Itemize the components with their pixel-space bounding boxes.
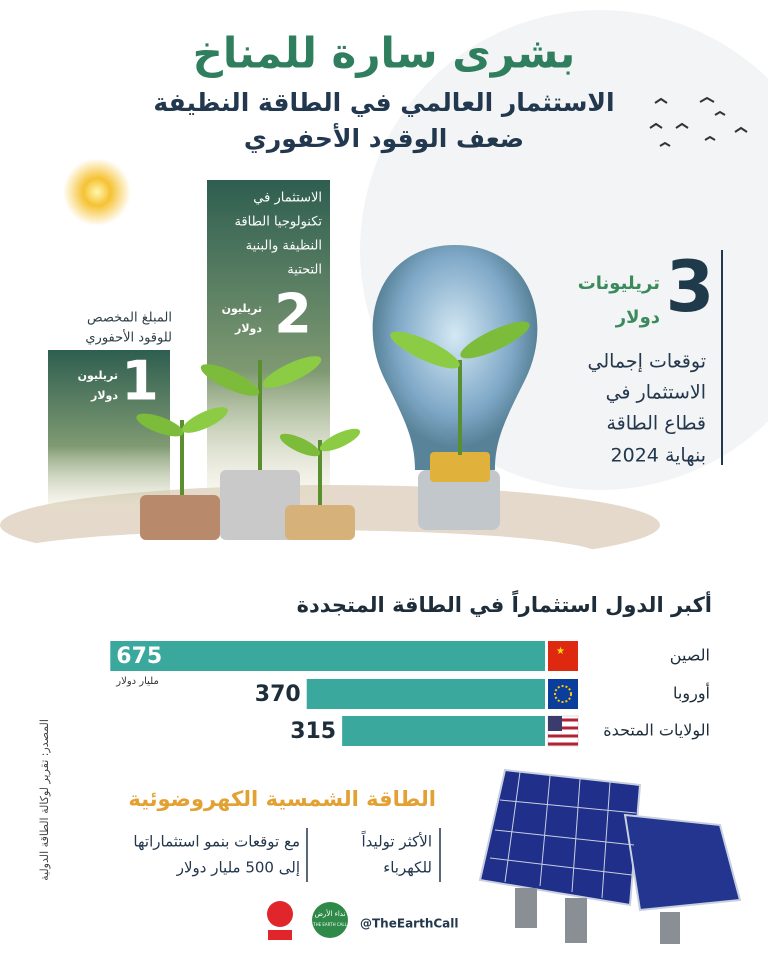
category-label: أوروبا xyxy=(673,683,710,704)
decoration xyxy=(548,679,578,709)
decoration xyxy=(660,912,680,944)
solar-point: مع توقعات بنمو استثماراتها xyxy=(133,833,300,851)
decoration xyxy=(200,364,260,396)
column xyxy=(48,350,170,510)
plants xyxy=(136,356,361,540)
column-label: المبلغ المخصص xyxy=(87,311,172,326)
total-unit: دولار xyxy=(615,307,660,328)
total-text: الاستثمار في xyxy=(606,382,706,404)
solar-point: الأكثر توليداً xyxy=(361,830,432,850)
decoration xyxy=(460,321,530,359)
decoration xyxy=(649,96,748,147)
title: بشرى سارة للمناخ xyxy=(193,29,576,79)
decoration xyxy=(262,356,322,388)
decoration xyxy=(515,888,537,928)
unit-label: مليار دولار xyxy=(115,676,159,687)
bar xyxy=(342,716,545,746)
bulb xyxy=(372,245,538,530)
decor xyxy=(63,96,748,226)
category-label: الصين xyxy=(670,646,710,666)
decoration: ★ xyxy=(556,646,565,657)
decoration xyxy=(565,898,587,943)
subtitle: الاستثمار العالمي في الطاقة النظيفة xyxy=(153,88,614,117)
decoration xyxy=(554,685,572,703)
decoration xyxy=(267,901,293,927)
brand-en: THE EARTH CALL xyxy=(312,922,347,927)
decoration xyxy=(279,433,321,457)
column-value: 2 xyxy=(274,283,312,346)
source: المصدر: تقرير لوكالة الطاقة الدولية xyxy=(38,719,51,881)
solar-point: إلى 500 مليار دولار xyxy=(176,859,300,877)
decoration xyxy=(312,902,348,938)
decoration xyxy=(548,716,562,731)
solar: الطاقة الشمسية الكهروضوئية الأكثر توليدا… xyxy=(128,787,441,882)
bar xyxy=(110,641,546,671)
value-label: 675 xyxy=(116,644,162,669)
bar xyxy=(306,679,545,709)
footer: @TheEarthCall نداء الأرض THE EARTH CALL xyxy=(267,901,459,940)
decoration xyxy=(319,428,361,452)
column-unit: تريليون xyxy=(222,302,262,315)
total-text: توقعات إجمالي xyxy=(588,351,707,374)
total-text: بنهاية 2024 xyxy=(611,445,706,467)
decoration xyxy=(548,718,578,746)
column-unit: دولار xyxy=(234,322,262,335)
decoration xyxy=(430,452,490,482)
total: 3 تريليونات دولار توقعات إجمالي الاستثما… xyxy=(578,246,723,467)
total-value: 3 xyxy=(666,246,715,328)
column-value: 1 xyxy=(121,350,159,413)
decoration xyxy=(182,407,228,433)
decoration xyxy=(623,813,742,912)
column-unit: دولار xyxy=(90,389,118,402)
decoration xyxy=(140,495,220,540)
solar-point: للكهرباء xyxy=(383,859,432,877)
value-label: 315 xyxy=(290,719,336,744)
subtitle: ضعف الوقود الأحفوري xyxy=(244,123,524,154)
decoration xyxy=(489,771,637,899)
solar-panels xyxy=(478,768,742,944)
column-label: النظيفة والبنية xyxy=(246,239,322,254)
total-text: قطاع الطاقة xyxy=(606,413,706,435)
column-label: الاستثمار في xyxy=(253,191,322,206)
decoration xyxy=(285,505,355,540)
chart-title: أكبر الدول استثماراً في الطاقة المتجددة xyxy=(297,589,712,617)
decoration xyxy=(63,158,131,226)
handle: @TheEarthCall xyxy=(360,917,459,931)
decoration xyxy=(390,331,460,369)
header: بشرى سارة للمناخ الاستثمار العالمي في ال… xyxy=(153,29,614,155)
column-label: تكنولوجيا الطاقة xyxy=(234,215,322,230)
column-unit: تريليون xyxy=(78,369,118,382)
column-label: التحتية xyxy=(287,263,322,278)
flags: ★ xyxy=(547,641,579,747)
brand: نداء الأرض xyxy=(315,909,346,918)
category-label: الولايات المتحدة xyxy=(603,721,710,741)
bar-chart: أكبر الدول استثماراً في الطاقة المتجددة … xyxy=(110,589,712,746)
decoration xyxy=(418,470,500,530)
value-label: 370 xyxy=(255,682,301,707)
decoration xyxy=(268,930,292,940)
column-label: للوقود الأحفوري xyxy=(85,329,172,346)
decoration xyxy=(0,530,600,580)
decoration xyxy=(548,641,578,671)
decoration xyxy=(220,470,300,540)
decoration xyxy=(136,413,184,437)
total-unit: تريليونات xyxy=(578,273,660,294)
solar-title: الطاقة الشمسية الكهروضوئية xyxy=(128,787,436,811)
